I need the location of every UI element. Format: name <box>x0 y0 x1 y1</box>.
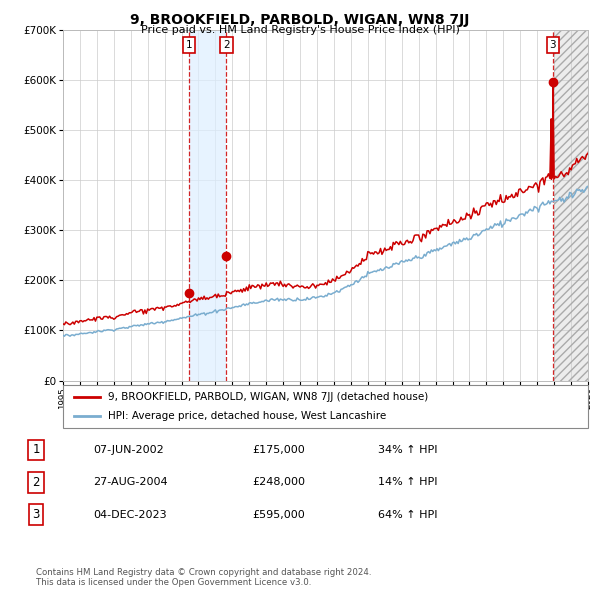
Text: 34% ↑ HPI: 34% ↑ HPI <box>378 445 437 455</box>
Bar <box>554 30 588 381</box>
Bar <box>554 30 588 381</box>
Text: 27-AUG-2004: 27-AUG-2004 <box>93 477 167 487</box>
Text: £175,000: £175,000 <box>252 445 305 455</box>
Text: £248,000: £248,000 <box>252 477 305 487</box>
Text: Contains HM Land Registry data © Crown copyright and database right 2024.: Contains HM Land Registry data © Crown c… <box>36 568 371 577</box>
Text: This data is licensed under the Open Government Licence v3.0.: This data is licensed under the Open Gov… <box>36 578 311 587</box>
Text: 3: 3 <box>32 508 40 522</box>
Text: HPI: Average price, detached house, West Lancashire: HPI: Average price, detached house, West… <box>107 411 386 421</box>
Bar <box>189 30 226 381</box>
Text: 2: 2 <box>32 476 40 489</box>
FancyBboxPatch shape <box>63 385 588 428</box>
Text: 07-JUN-2002: 07-JUN-2002 <box>93 445 164 455</box>
Text: 14% ↑ HPI: 14% ↑ HPI <box>378 477 437 487</box>
Text: £595,000: £595,000 <box>252 510 305 520</box>
Text: Price paid vs. HM Land Registry's House Price Index (HPI): Price paid vs. HM Land Registry's House … <box>140 25 460 35</box>
Text: 9, BROOKFIELD, PARBOLD, WIGAN, WN8 7JJ (detached house): 9, BROOKFIELD, PARBOLD, WIGAN, WN8 7JJ (… <box>107 392 428 402</box>
Text: 64% ↑ HPI: 64% ↑ HPI <box>378 510 437 520</box>
Text: 1: 1 <box>32 443 40 457</box>
Text: 1: 1 <box>185 40 193 50</box>
Text: 2: 2 <box>223 40 230 50</box>
Text: 9, BROOKFIELD, PARBOLD, WIGAN, WN8 7JJ: 9, BROOKFIELD, PARBOLD, WIGAN, WN8 7JJ <box>130 13 470 27</box>
Text: 04-DEC-2023: 04-DEC-2023 <box>93 510 167 520</box>
Text: 3: 3 <box>550 40 556 50</box>
